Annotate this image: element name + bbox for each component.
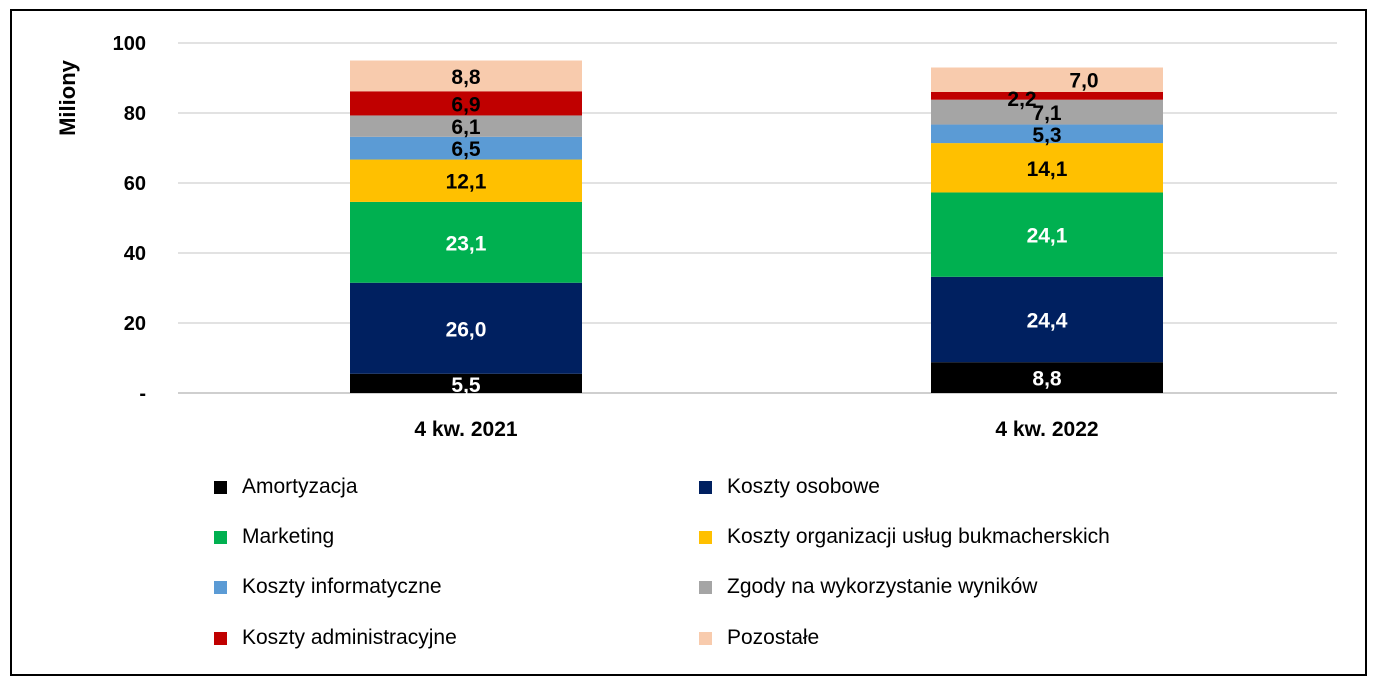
x-category-label: 4 kw. 2022 (995, 418, 1098, 441)
bar-segment (350, 282, 582, 374)
y-tick-label: 60 (124, 173, 146, 195)
y-tick-label: 20 (124, 313, 146, 335)
y-axis-ticks: - 20 40 60 80 100 (113, 33, 146, 405)
bar-segment (931, 99, 1163, 125)
y-tick-label: 100 (113, 33, 146, 55)
bar-segment (350, 159, 582, 202)
bar-segment (931, 276, 1163, 363)
bar-segment (350, 115, 582, 137)
data-label: 7,0 (1069, 70, 1098, 93)
data-label: 24,1 (1027, 225, 1068, 248)
bar-segment (931, 192, 1163, 277)
bar-segment (350, 91, 582, 116)
y-axis-label: Miliony (55, 59, 80, 136)
data-label: 7,1 (1032, 102, 1062, 125)
data-label: 2,2 (1007, 88, 1036, 111)
data-label: 5,5 (451, 374, 481, 397)
data-label: 8,8 (1032, 368, 1062, 391)
data-label: 6,1 (451, 116, 481, 139)
y-tick-label: 80 (124, 103, 146, 125)
y-tick-label: 40 (124, 243, 146, 265)
chart-frame (10, 9, 1367, 676)
bar-segment (350, 201, 582, 283)
bar-segment (931, 362, 1163, 393)
bars (350, 60, 1163, 393)
data-label: 6,9 (451, 93, 480, 116)
y-tick-label: - (139, 383, 146, 405)
bar-segment (931, 143, 1163, 193)
data-label: 24,4 (1027, 310, 1068, 333)
bar-segment (931, 124, 1163, 144)
data-label: 12,1 (446, 171, 487, 194)
data-label: 8,8 (451, 66, 481, 89)
data-label: 14,1 (1027, 158, 1068, 181)
bar-segment (931, 67, 1163, 92)
bar-segment (350, 373, 582, 393)
data-labels: 5,5 26,0 23,1 12,1 6,56,16,9 8,8 8,8 24,4 24,1 14… (446, 66, 1099, 397)
x-category-label: 4 kw. 2021 (414, 418, 517, 441)
bar-segment (931, 92, 1163, 100)
data-label: 23,1 (446, 232, 487, 255)
x-axis-categories: 4 kw. 2021 4 kw. 2022 (414, 418, 1098, 441)
data-label: 6,5 (451, 138, 481, 161)
data-label: 5,3 (1032, 124, 1061, 147)
bar-segment (350, 136, 582, 160)
bar-segment (350, 60, 582, 92)
data-label: 26,0 (446, 318, 487, 341)
